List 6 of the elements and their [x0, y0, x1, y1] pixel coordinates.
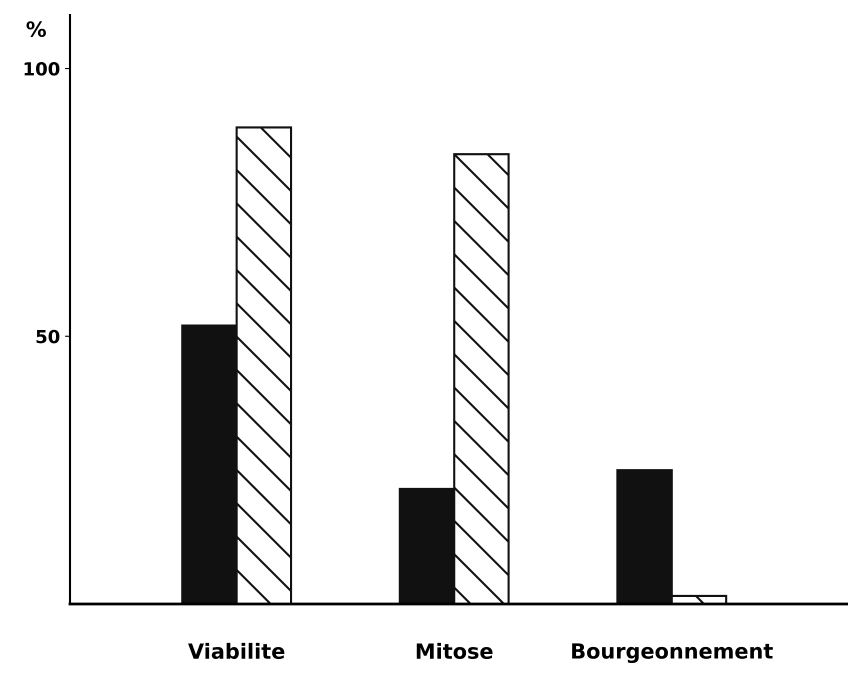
y-tick-label: 50: [36, 330, 60, 344]
x-tick-label: Bourgeonnement: [572, 643, 773, 664]
y-tick-label: 100: [24, 62, 60, 76]
x-tick-label: Mitose: [416, 642, 493, 660]
y-axis-title: %: [26, 21, 46, 38]
x-tick-label: Viabilite: [188, 642, 284, 660]
